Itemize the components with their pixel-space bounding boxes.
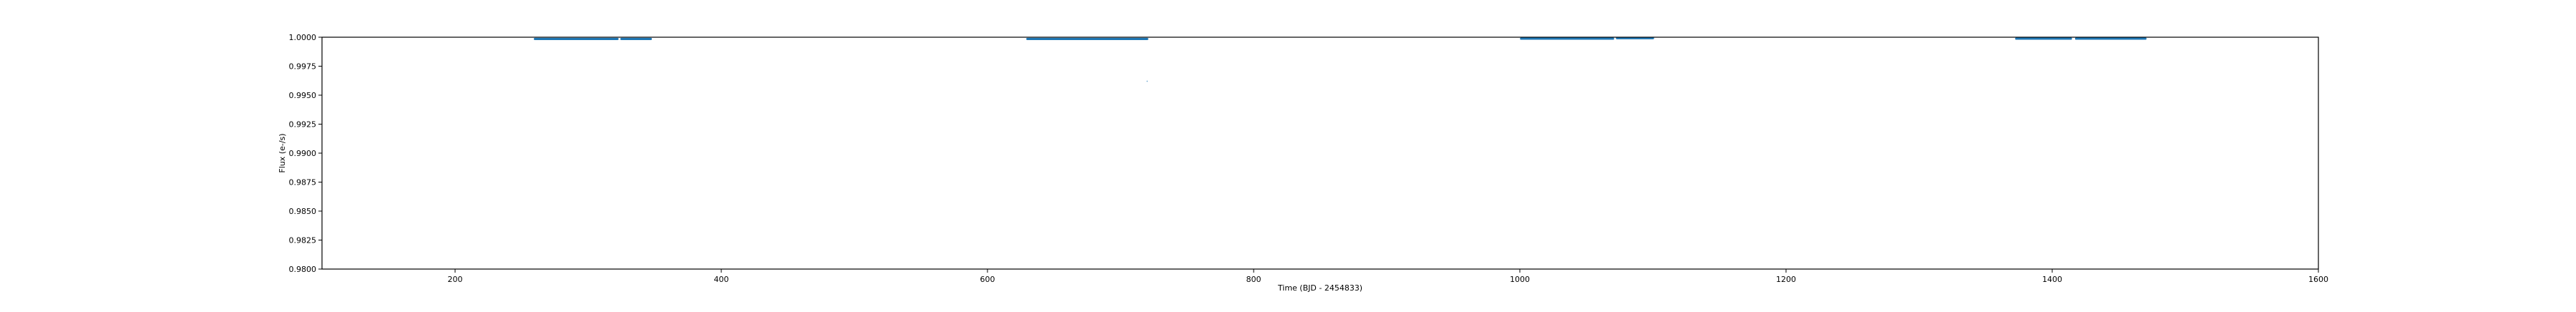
y-tick-label: 0.9850 [289, 207, 317, 216]
y-tick-label: 0.9975 [289, 62, 317, 72]
x-tick-label: 1600 [2308, 275, 2328, 284]
x-axis-label: Time (BJD - 2454833) [1277, 283, 1362, 293]
x-tick-label: 1400 [2042, 275, 2062, 284]
y-tick-label: 0.9900 [289, 149, 317, 158]
data-layer [533, 36, 2147, 82]
y-tick-label: 0.9825 [289, 236, 317, 245]
x-tick-label: 600 [980, 275, 995, 284]
flux-outlier-point [1146, 80, 1148, 82]
y-tick-label: 0.9950 [289, 91, 317, 100]
x-tick-label: 800 [1246, 275, 1262, 284]
y-tick-label: 0.9875 [289, 178, 317, 187]
y-tick-label: 0.9925 [289, 120, 317, 130]
y-tick-label: 1.0000 [289, 33, 317, 42]
plot-frame [321, 36, 2319, 270]
x-tick-label: 1000 [1510, 275, 1530, 284]
x-tick-label: 400 [714, 275, 729, 284]
y-tick-label: 0.9800 [289, 265, 317, 274]
y-axis-ticks: 0.9800 0.9825 0.9850 0.9875 0.9900 0.9925 0.99… [289, 33, 322, 274]
x-tick-label: 1200 [1776, 275, 1796, 284]
x-tick-label: 200 [448, 275, 463, 284]
x-axis-ticks: 200 400 600 800 1000 1200 1400 1600 [448, 269, 2328, 284]
y-axis-label: Flux (e-/s) [278, 133, 287, 172]
